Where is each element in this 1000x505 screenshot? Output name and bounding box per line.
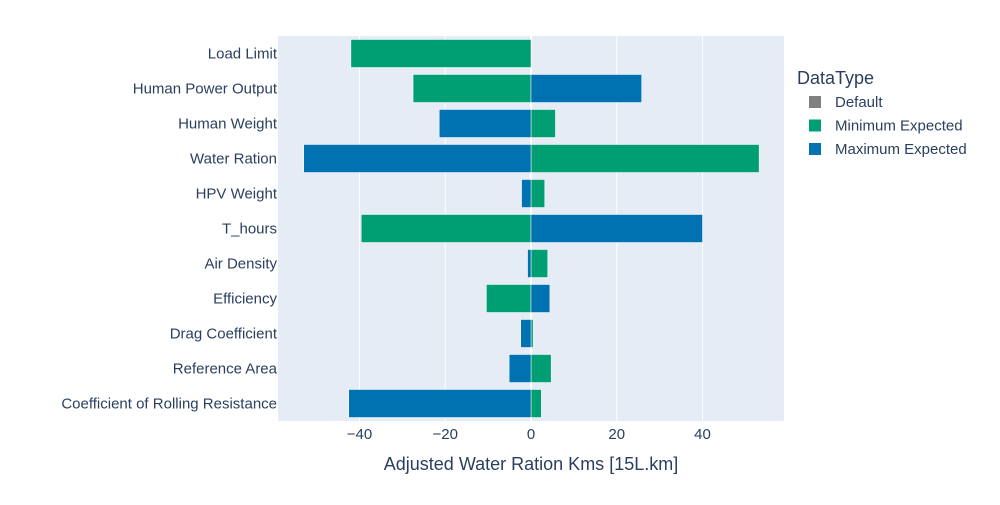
category-label: HPV Weight (196, 186, 278, 203)
category-labels: Load Limit Human Power Output Human Weight… (61, 46, 278, 413)
x-tick-label: 40 (694, 426, 711, 443)
x-tick-labels: −40 −20 0 20 40 (347, 426, 711, 443)
bar (520, 319, 532, 348)
bar (530, 214, 703, 243)
legend-items: Default Minimum Expected Maximum Expected (809, 94, 967, 158)
category-label: Air Density (204, 256, 277, 273)
bar (303, 144, 532, 173)
legend-label: Minimum Expected (835, 118, 963, 135)
x-tick-label: 0 (527, 426, 535, 443)
x-tick-label: 20 (608, 426, 625, 443)
bar (530, 179, 545, 208)
bars (303, 39, 760, 418)
bar (527, 249, 532, 278)
x-tick-label: −40 (347, 426, 372, 443)
bar (486, 284, 532, 313)
bar (530, 74, 642, 103)
bar (530, 284, 551, 313)
category-label: Human Weight (178, 116, 278, 133)
legend-swatch (809, 143, 821, 155)
bar (530, 354, 552, 383)
bar (360, 214, 532, 243)
bar (530, 249, 548, 278)
category-label: Load Limit (208, 46, 278, 63)
category-label: Efficiency (213, 291, 277, 308)
x-tick-label: −20 (433, 426, 458, 443)
legend: DataType Default Minimum Expected Maximum … (797, 68, 967, 158)
bar (530, 389, 542, 418)
category-label: Human Power Output (133, 81, 278, 98)
bar (530, 319, 534, 348)
legend-label: Maximum Expected (835, 141, 967, 158)
bar (412, 74, 532, 103)
bar (508, 354, 532, 383)
legend-label: Default (835, 94, 883, 111)
legend-swatch (809, 119, 821, 132)
x-axis-title: Adjusted Water Ration Kms [15L.km] (384, 454, 678, 474)
bar (350, 39, 532, 68)
bar (348, 389, 532, 418)
legend-title: DataType (797, 68, 874, 88)
bar (530, 109, 556, 138)
legend-swatch (809, 96, 821, 108)
bar (521, 179, 532, 208)
category-label: Reference Area (173, 361, 278, 378)
category-label: Coefficient of Rolling Resistance (61, 396, 277, 413)
category-label: Water Ration (190, 151, 277, 168)
category-label: Drag Coefficient (170, 326, 278, 343)
bar (530, 144, 760, 173)
category-label: T_hours (222, 221, 277, 238)
bar (438, 109, 532, 138)
